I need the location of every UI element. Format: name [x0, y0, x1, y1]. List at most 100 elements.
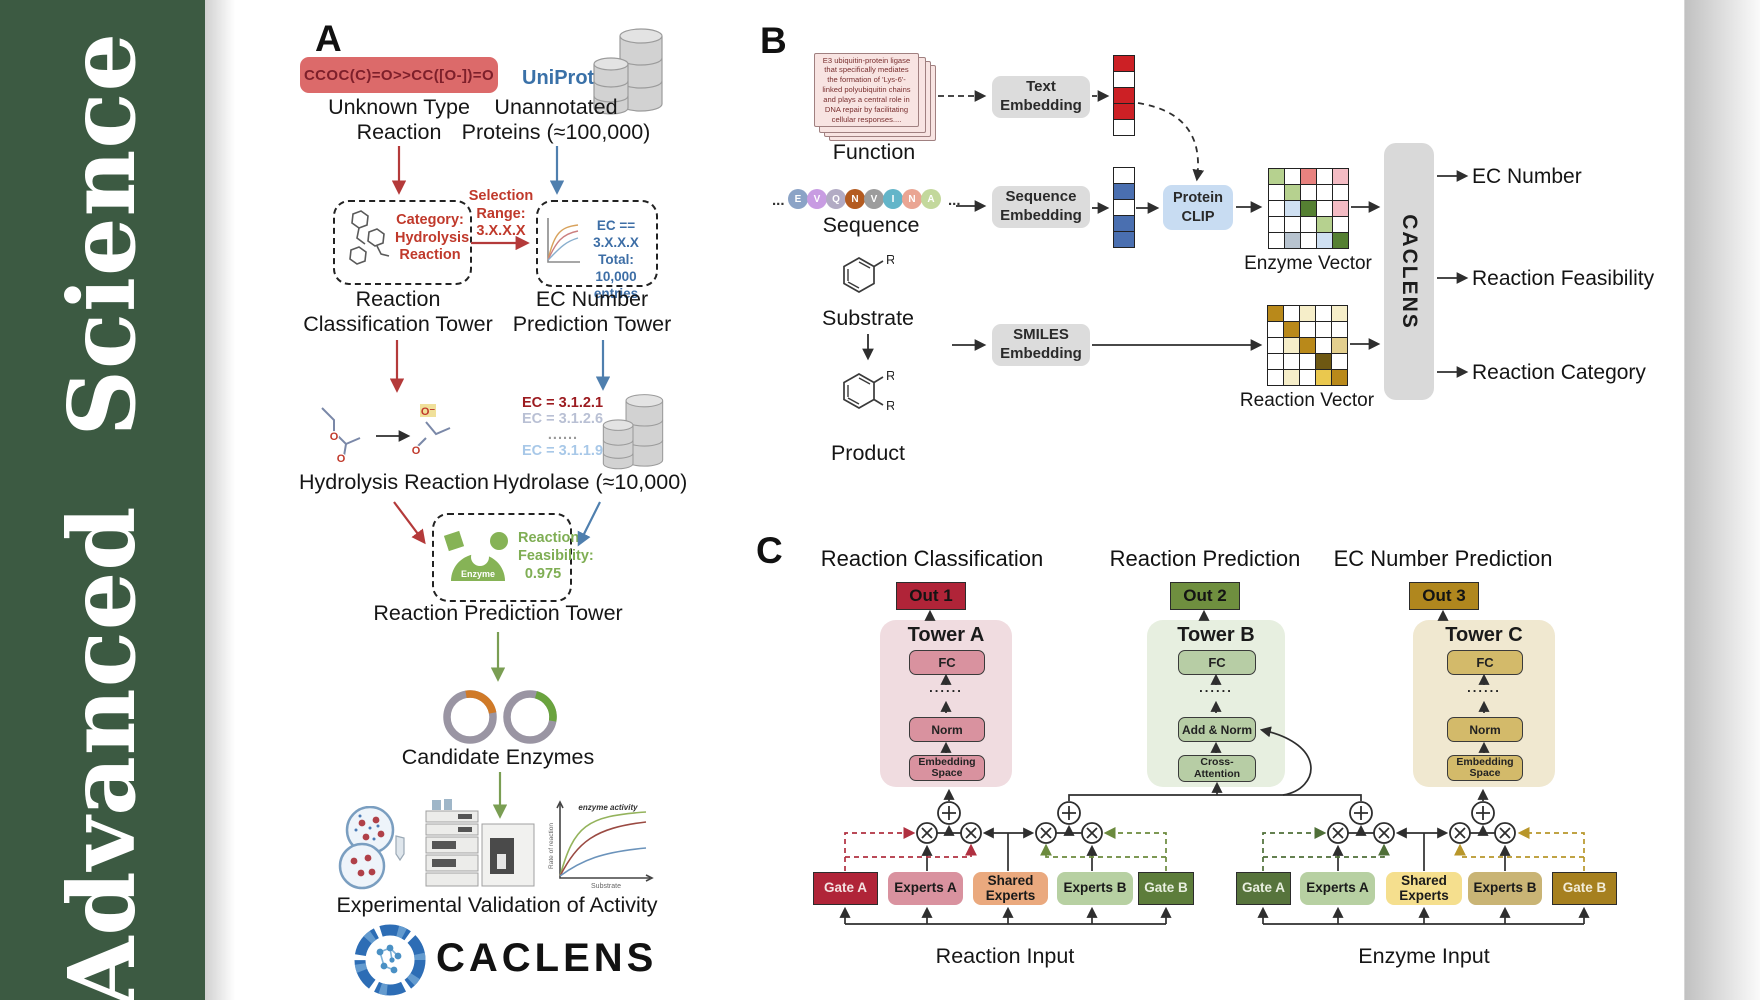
- svg-text:O: O: [337, 453, 346, 465]
- matrix-cell: [1269, 185, 1284, 200]
- matrix-cell: [1284, 322, 1299, 337]
- matrix-cell: [1316, 370, 1331, 385]
- matrix-cell: [1114, 232, 1134, 247]
- matrix-cell: [1317, 185, 1332, 200]
- reaction-gate-a: Gate A: [813, 872, 878, 905]
- product-molecule-icon: R R: [843, 368, 894, 413]
- sequence-ellipsis-right: ...: [948, 192, 961, 209]
- enzyme-vector-label: Enzyme Vector: [1244, 253, 1372, 274]
- enzyme-shared-experts: Shared Experts: [1386, 872, 1462, 905]
- svg-text:O⁻: O⁻: [421, 406, 436, 418]
- matrix-cell: [1333, 169, 1348, 184]
- matrix-cell: [1285, 217, 1300, 232]
- matrix-cell: [1332, 370, 1347, 385]
- caclens-wordmark: CACLENS: [436, 936, 658, 980]
- matrix-cell: [1269, 169, 1284, 184]
- panel-b-label: B: [760, 20, 787, 61]
- enzyme-vector-matrix: [1268, 168, 1349, 249]
- tower-c-norm: Norm: [1447, 717, 1523, 742]
- tower-a-embedding-space: Embedding Space: [909, 755, 985, 781]
- svg-text:R: R: [886, 368, 894, 383]
- tower-b-cross-attention: Cross-Attention: [1178, 755, 1256, 782]
- matrix-cell: [1332, 306, 1347, 321]
- text-embedding-vector: [1113, 55, 1135, 136]
- database-stack-icon: [593, 28, 663, 115]
- sequence-embedding-box: Sequence Embedding: [992, 186, 1090, 228]
- header-reaction-prediction: Reaction Prediction: [1109, 546, 1301, 571]
- add-node-icon: [1057, 801, 1081, 825]
- multiply-node-icon: [1494, 822, 1516, 844]
- journal-title: Advanced Science: [48, 32, 156, 1000]
- out-3-box: Out 3: [1409, 582, 1479, 610]
- validation-label: Experimental Validation of Activity: [336, 893, 658, 917]
- hydrolase-label: Hydrolase (≈10,000): [492, 470, 688, 494]
- matrix-cell: [1333, 185, 1348, 200]
- ec-tower-label: EC Number Prediction Tower: [512, 287, 672, 336]
- matrix-cell: [1285, 169, 1300, 184]
- matrix-cell: [1300, 370, 1315, 385]
- residue-circle: Q: [826, 189, 846, 209]
- matrix-cell: [1333, 233, 1348, 248]
- matrix-cell: [1269, 201, 1284, 216]
- protein-clip-box: Protein CLIP: [1163, 185, 1233, 230]
- caclens-logo-icon: [354, 924, 426, 996]
- residue-circle: N: [902, 189, 922, 209]
- tower-c-embedding-space: Embedding Space: [1447, 755, 1523, 781]
- multiply-node-icon: [1081, 822, 1103, 844]
- page-left-shadow: [205, 0, 235, 1000]
- matrix-cell: [1316, 322, 1331, 337]
- sequence-ellipsis-left: ...: [772, 192, 785, 209]
- classification-tower-label: Reaction Classification Tower: [303, 287, 493, 336]
- matrix-cell: [1333, 217, 1348, 232]
- plasmids-icon: [443, 690, 557, 744]
- matrix-cell: [1269, 233, 1284, 248]
- svg-text:Rate of reaction: Rate of reaction: [548, 823, 555, 869]
- svg-text:Substrate: Substrate: [591, 883, 621, 890]
- operator-nodes: [916, 801, 1516, 844]
- matrix-cell: [1268, 306, 1283, 321]
- matrix-cell: [1268, 370, 1283, 385]
- matrix-cell: [1114, 168, 1134, 183]
- output-reaction-feasibility: Reaction Feasibility: [1472, 267, 1655, 290]
- matrix-cell: [1332, 354, 1347, 369]
- output-reaction-category: Reaction Category: [1472, 361, 1646, 384]
- feasibility-text: Reaction Feasibility: 0.975: [518, 530, 594, 583]
- reaction-shared-experts: Shared Experts: [973, 872, 1048, 905]
- reaction-experts-a: Experts A: [888, 872, 963, 905]
- matrix-cell: [1301, 169, 1316, 184]
- matrix-cell: [1300, 322, 1315, 337]
- matrix-cell: [1317, 233, 1332, 248]
- matrix-cell: [1300, 306, 1315, 321]
- matrix-cell: [1285, 201, 1300, 216]
- substrate-label: Substrate: [821, 306, 915, 330]
- molecule-scribble-icon: [349, 210, 390, 265]
- ec-number-list: EC = 3.1.2.1 EC = 3.1.2.6 ...... EC = 3.…: [522, 395, 604, 459]
- matrix-cell: [1284, 370, 1299, 385]
- gate-routing-dashed: [844, 827, 1585, 871]
- matrix-cell: [1268, 354, 1283, 369]
- page-right-edge: [1684, 0, 1760, 1000]
- tower-a-fc: FC: [909, 650, 985, 675]
- matrix-cell: [1284, 354, 1299, 369]
- matrix-cell: [1114, 88, 1134, 103]
- smiles-reaction-box: CCOC(C)=O>>CC([O-])=O: [300, 57, 498, 93]
- residue-circle: N: [845, 189, 865, 209]
- svg-text:Enzyme: Enzyme: [461, 569, 495, 579]
- matrix-cell: [1301, 233, 1316, 248]
- matrix-cell: [1114, 104, 1134, 119]
- matrix-cell: [1332, 322, 1347, 337]
- matrix-cell: [1317, 201, 1332, 216]
- caclens-module-bar: CACLENS: [1384, 143, 1434, 400]
- multiply-node-icon: [1449, 822, 1471, 844]
- enzyme-gate-b: Gate B: [1552, 872, 1617, 905]
- enzyme-experts-a: Experts A: [1300, 872, 1375, 905]
- matrix-cell: [1268, 338, 1283, 353]
- unknown-type-label: Unknown Type Reaction: [328, 95, 470, 144]
- reaction-gate-b: Gate B: [1138, 872, 1194, 905]
- multiply-node-icon: [960, 822, 982, 844]
- matrix-cell: [1316, 338, 1331, 353]
- hydrolysis-molecules-icon: O O O⁻ O: [321, 404, 451, 465]
- journal-sidebar: Advanced Science: [0, 0, 205, 1000]
- category-dashed-box: Category: Hydrolysis Reaction: [333, 200, 472, 285]
